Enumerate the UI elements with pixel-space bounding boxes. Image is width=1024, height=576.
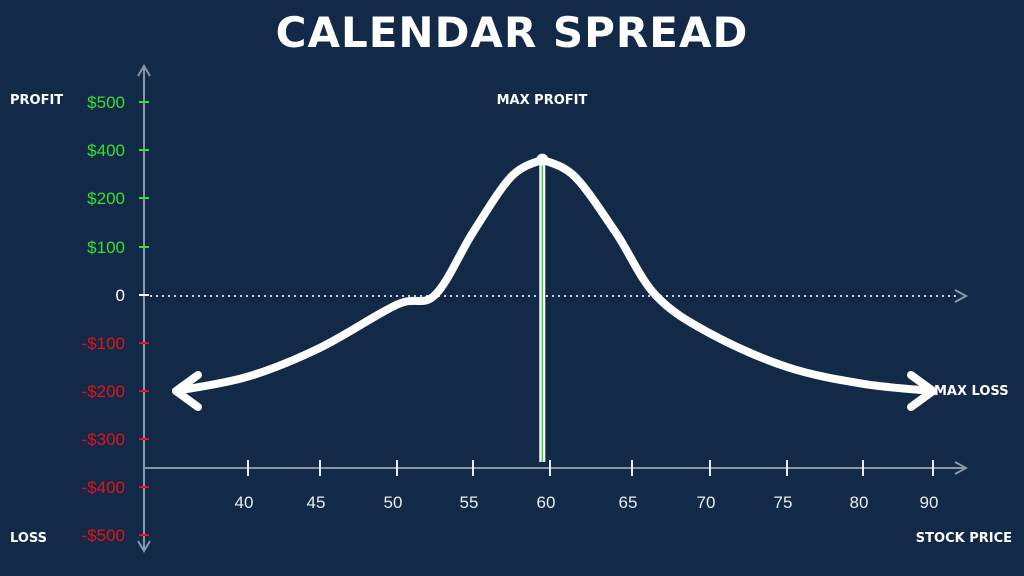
y-tick-label: $400 (87, 141, 125, 160)
x-tick-label: 45 (307, 493, 326, 512)
y-tick-label: -$500 (82, 526, 125, 545)
series-line (172, 155, 937, 395)
y-tick-label: 0 (116, 286, 125, 305)
profit-label: PROFIT (10, 93, 63, 108)
x-tick-label: 50 (384, 493, 403, 512)
left-arrowhead (172, 371, 202, 411)
right-arrowhead (907, 371, 937, 411)
x-tick-label: 70 (697, 493, 716, 512)
peak-point (536, 153, 549, 166)
y-axis-top-arrow (137, 64, 151, 77)
x-tick-label: 65 (619, 493, 638, 512)
y-tick-label: -$300 (82, 430, 125, 449)
y-tick-label: -$400 (82, 478, 125, 497)
y-tick-group: $500 $400 $200 $100 0 -$100 -$200 -$300 -$400 -$5… (82, 93, 149, 545)
y-tick-label: $100 (87, 238, 125, 257)
y-tick-label: -$100 (82, 334, 125, 353)
max-loss-label: MAX LOSS (934, 384, 1009, 399)
x-axis-arrow (954, 461, 969, 475)
chart-title: CALENDAR SPREAD (275, 8, 749, 57)
x-tick-label: 90 (920, 493, 939, 512)
y-tick-label: -$200 (82, 382, 125, 401)
max-profit-label: MAX PROFIT (497, 93, 588, 108)
x-tick-group: 40 45 50 55 60 65 70 75 80 90 (235, 460, 939, 512)
loss-label: LOSS (10, 531, 47, 546)
x-tick-label: 60 (537, 493, 556, 512)
x-tick-label: 40 (235, 493, 254, 512)
x-tick-label: 55 (460, 493, 479, 512)
y-axis-bottom-arrow (137, 540, 151, 553)
stock-price-label: STOCK PRICE (916, 531, 1012, 546)
y-tick-label: $200 (87, 189, 125, 208)
x-tick-label: 75 (774, 493, 793, 512)
y-tick-label: $500 (87, 93, 125, 112)
x-tick-label: 80 (850, 493, 869, 512)
zero-line-arrow (954, 289, 969, 303)
